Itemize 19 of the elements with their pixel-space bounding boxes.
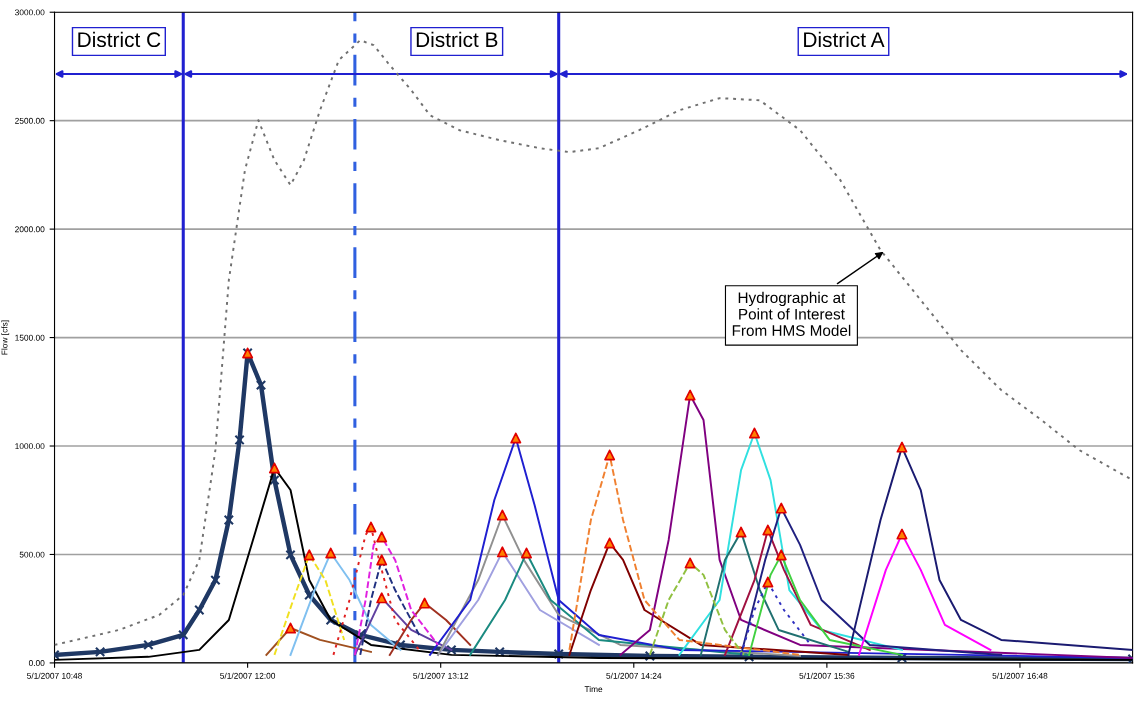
y-tick-label: 1000.00 xyxy=(15,443,45,450)
y-axis-title: Flow [cfs] xyxy=(1,320,10,355)
y-tick-label: 2000.00 xyxy=(15,226,45,233)
x-tick-label: 5/1/2007 14:24 xyxy=(606,672,662,679)
x-tick-label: 5/1/2007 16:48 xyxy=(992,672,1048,679)
annotation: District C xyxy=(78,31,161,48)
x-tick-label: 5/1/2007 13:12 xyxy=(413,672,469,679)
annotation: District B xyxy=(416,31,498,48)
x-axis-title: Time xyxy=(584,685,603,693)
annotation: Hydrographic at Point of Interest From HMS Model xyxy=(732,291,851,336)
annotation: District A xyxy=(804,31,885,48)
y-tick-label: 0.00 xyxy=(28,660,45,667)
y-tick-label: 2500.00 xyxy=(15,117,45,124)
y-tick-label: 3000.00 xyxy=(15,9,45,16)
y-tick-label: 500.00 xyxy=(19,551,45,558)
x-tick-label: 5/1/2007 12:00 xyxy=(220,672,276,679)
x-tick-label: 5/1/2007 15:36 xyxy=(799,672,855,679)
x-tick-label: 5/1/2007 10:48 xyxy=(27,672,82,679)
y-tick-label: 1500.00 xyxy=(15,334,45,341)
